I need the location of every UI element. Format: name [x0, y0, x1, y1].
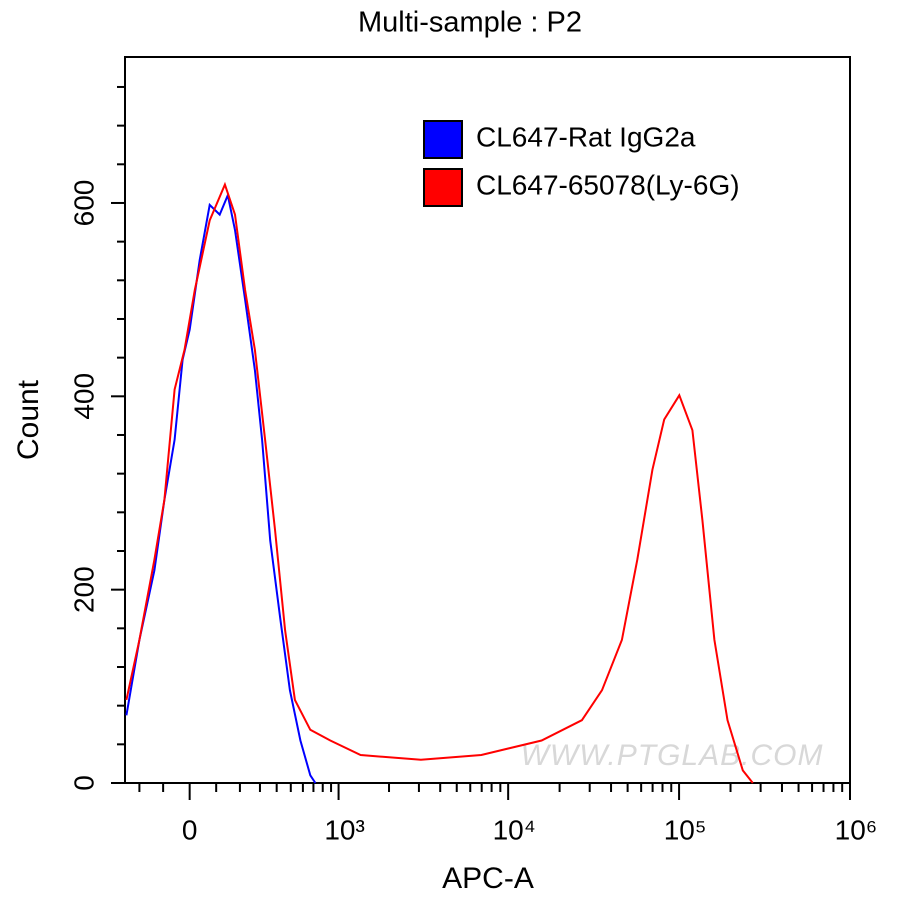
x-tick-label: 0 — [182, 814, 198, 845]
legend-label: CL647-Rat IgG2a — [476, 121, 696, 152]
x-axis-label: APC-A — [442, 862, 534, 895]
chart-title: Multi-sample : P2 — [358, 7, 582, 39]
plot-frame — [124, 56, 851, 784]
x-tick-label: 10⁵ — [664, 814, 707, 845]
histogram-line — [125, 181, 754, 784]
histogram-line — [125, 191, 317, 784]
legend-swatch — [423, 168, 463, 207]
x-tick-label: 10⁶ — [835, 814, 878, 845]
legend-label: CL647-65078(Ly-6G) — [476, 169, 740, 200]
y-tick-label: 600 — [68, 180, 99, 227]
x-tick-label: 10³ — [324, 814, 364, 845]
legend-swatch — [423, 120, 463, 159]
x-tick-label: 10⁴ — [493, 814, 536, 845]
y-tick-label: 400 — [68, 373, 99, 420]
y-axis-label: Count — [12, 379, 45, 460]
watermark: WWW.PTGLAB.COM — [521, 739, 824, 772]
y-tick-label: 0 — [68, 775, 99, 791]
y-tick-label: 200 — [68, 566, 99, 613]
